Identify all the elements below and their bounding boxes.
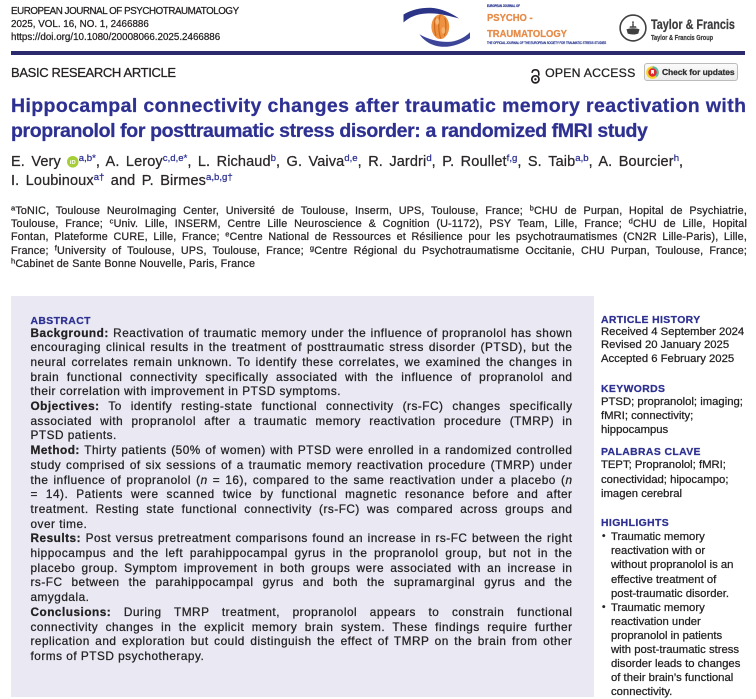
svg-text:iD: iD: [70, 160, 76, 166]
